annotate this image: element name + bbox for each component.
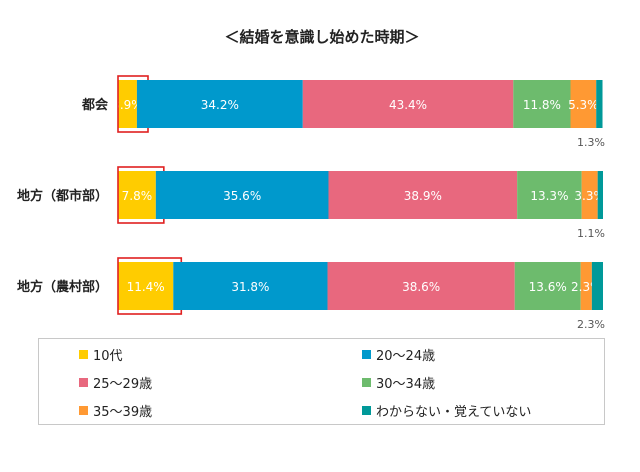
bar-segment — [155, 171, 329, 219]
legend-label: わからない・覚えていない — [376, 405, 532, 420]
data-label: 43.4% — [389, 98, 427, 112]
bar-segment — [136, 80, 303, 128]
bar-segment — [597, 171, 603, 219]
bar-segment — [118, 262, 174, 310]
bar-segment — [596, 80, 603, 128]
legend-label: 25〜29歳 — [93, 377, 153, 392]
legend-label: 30〜34歳 — [376, 377, 436, 392]
legend: 10代 20〜24歳 25〜29歳 30〜34歳 35〜39歳 わからない・覚えていない — [38, 338, 605, 425]
bar-segment — [591, 262, 603, 310]
data-label: 31.8% — [231, 280, 269, 294]
data-label: 35.6% — [223, 189, 261, 203]
bar-segment — [581, 171, 598, 219]
data-label: 11.8% — [523, 98, 561, 112]
bar-segment — [513, 80, 571, 128]
data-label: 1.1% — [577, 227, 605, 240]
bar-segment — [580, 262, 592, 310]
legend-swatch — [362, 378, 371, 387]
legend-item: 20〜24歳 — [362, 345, 435, 364]
bar-segment — [570, 80, 597, 128]
legend-swatch — [79, 406, 88, 415]
data-label: 38.6% — [402, 280, 440, 294]
legend-item: 10代 — [79, 345, 123, 364]
legend-label: 10代 — [93, 349, 123, 364]
data-label: 1.3% — [577, 136, 605, 149]
legend-swatch — [362, 406, 371, 415]
legend-swatch — [79, 378, 88, 387]
legend-swatch — [362, 350, 371, 359]
legend-swatch — [79, 350, 88, 359]
data-label: 5.3% — [568, 98, 599, 112]
data-label: 3.3% — [574, 189, 605, 203]
data-label: 2.3% — [577, 318, 605, 331]
data-label: 13.3% — [530, 189, 568, 203]
data-label: 11.4% — [127, 280, 165, 294]
data-label: 7.8% — [122, 189, 153, 203]
category-label: 地方（農村部） — [17, 279, 108, 295]
legend-item: わからない・覚えていない — [362, 401, 531, 420]
chart-title: ＜結婚を意識し始めた時期＞ — [224, 28, 419, 46]
bar-segment — [173, 262, 328, 310]
data-label: 3.9% — [112, 98, 143, 112]
bar-segment — [517, 171, 582, 219]
legend-label: 35〜39歳 — [93, 405, 153, 420]
legend-label: 20〜24歳 — [376, 349, 436, 364]
legend-item: 35〜39歳 — [79, 401, 152, 420]
legend-item: 25〜29歳 — [79, 373, 152, 392]
bar-segment — [328, 171, 518, 219]
bar-segment — [514, 262, 581, 310]
category-label: 都会 — [81, 97, 109, 113]
legend-item: 30〜34歳 — [362, 373, 435, 392]
bar-segment — [327, 262, 515, 310]
data-label: 38.9% — [404, 189, 442, 203]
data-label: 34.2% — [201, 98, 239, 112]
bar-segment — [118, 171, 156, 219]
category-label: 地方（都市部） — [17, 188, 108, 204]
bar-segment — [118, 80, 137, 128]
data-label: 13.6% — [529, 280, 567, 294]
bar-segment — [302, 80, 514, 128]
